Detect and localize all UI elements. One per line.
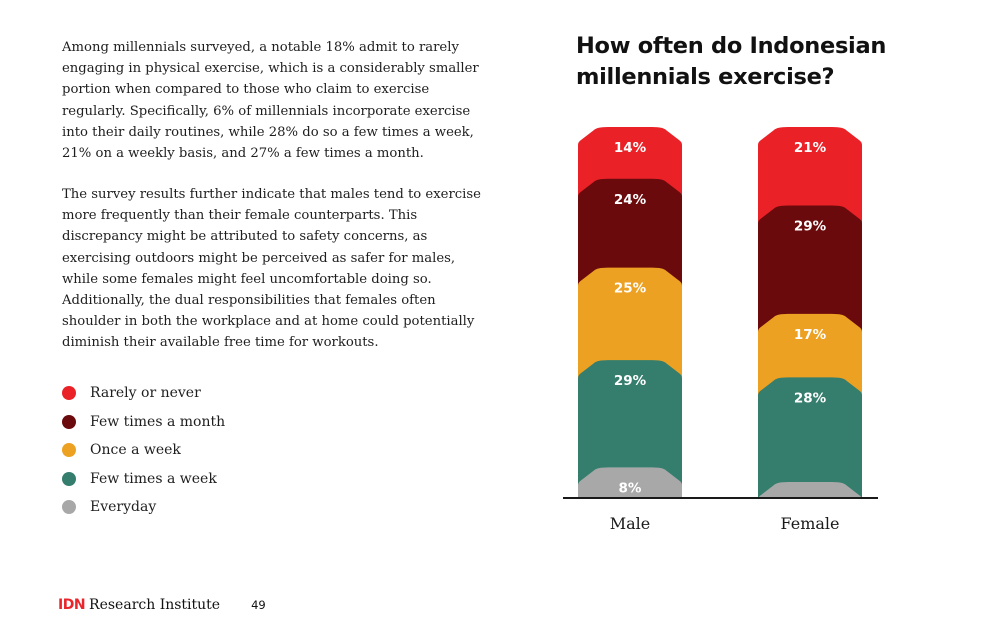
data-label: 29% xyxy=(614,373,647,389)
legend-item: Few times a month xyxy=(62,408,225,437)
body-paragraph-2: The survey results further indicate that… xyxy=(62,187,481,351)
legend-label: Once a week xyxy=(90,442,181,459)
chart-legend: Rarely or never Few times a month Once a w… xyxy=(62,379,225,522)
legend-label: Rarely or never xyxy=(90,385,201,402)
stacked-bar-chart: 8% 29% 25% 24% 14% Male 4% 28% 17% 29% 21% Female xyxy=(563,127,878,533)
legend-item: Once a week xyxy=(62,436,225,465)
footer: IDN Research Institute 49 xyxy=(58,597,266,613)
data-label: 28% xyxy=(794,390,827,406)
brand-logo-name: Research Institute xyxy=(89,597,221,613)
chart-title: How often do Indonesian millennials exer… xyxy=(576,33,887,90)
data-label: 8% xyxy=(619,480,642,496)
legend-swatch xyxy=(62,471,76,486)
legend-swatch xyxy=(62,414,76,429)
bar-segment xyxy=(578,467,682,497)
bar-segment xyxy=(578,360,682,497)
bar-segment xyxy=(758,377,862,497)
data-label: 17% xyxy=(794,327,827,343)
data-label: 4% xyxy=(799,495,822,511)
data-label: 21% xyxy=(794,140,827,156)
legend-swatch xyxy=(62,443,76,458)
legend-item: Few times a week xyxy=(62,465,225,494)
bar-segment xyxy=(758,482,862,501)
legend-item: Rarely or never xyxy=(62,379,225,408)
legend-label: Everyday xyxy=(90,499,157,516)
data-label: 29% xyxy=(794,218,827,234)
data-label: 25% xyxy=(614,281,647,297)
brand-logo-idn: IDN xyxy=(58,597,86,613)
legend-label: Few times a week xyxy=(90,470,217,487)
legend-swatch xyxy=(62,500,76,515)
page-number: 49 xyxy=(251,598,266,612)
data-label: 24% xyxy=(614,192,647,208)
body-paragraph-1: Among millennials surveyed, a notable 18… xyxy=(62,40,479,162)
legend-item: Everyday xyxy=(62,493,225,522)
category-label: Female xyxy=(781,514,840,533)
legend-label: Few times a month xyxy=(90,413,226,430)
data-label: 14% xyxy=(614,140,647,156)
category-label: Male xyxy=(610,514,651,533)
legend-swatch xyxy=(62,386,76,401)
